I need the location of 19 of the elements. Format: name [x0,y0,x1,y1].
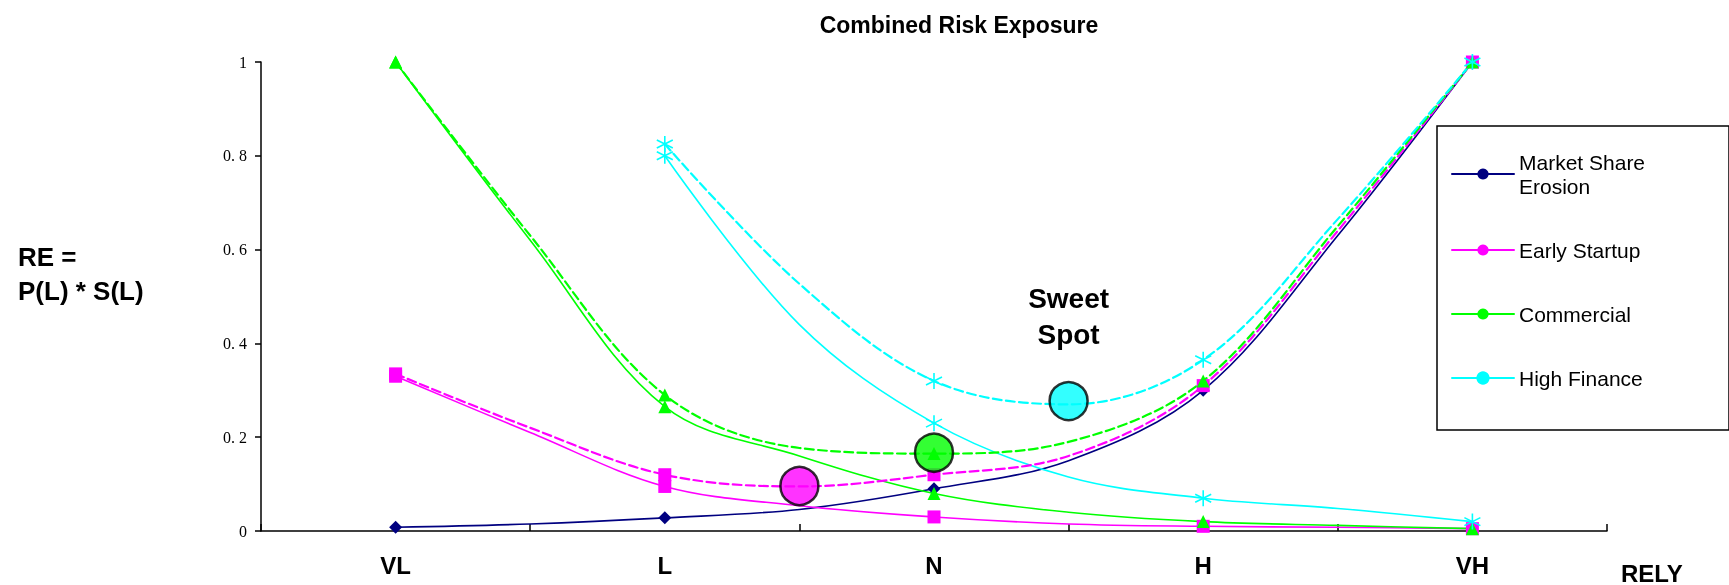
legend-label: Early Startup [1519,238,1641,262]
y-tick-label: 0 [239,522,247,540]
legend-label: Commercial [1519,302,1632,326]
x-tick-label: VH [1455,551,1490,579]
x-tick-label: VL [380,551,411,579]
x-tick-label: L [657,551,673,579]
chart-title: Combined Risk Exposure [819,11,1099,38]
y-tick-label: 0. 8 [223,147,247,165]
x-axis-title: RELY [1621,559,1683,585]
y-axis-title: RE = P(L) * S(L) [18,242,144,306]
annotation: Sweet Spot [1028,282,1110,350]
y-tick-label: 1 [239,53,247,71]
y-tick-label: 0. 6 [223,241,247,259]
y-tick-label: 0. 4 [223,334,247,352]
legend-label: Market Share Erosion [1519,150,1651,198]
y-tick-label: 0. 2 [223,428,247,446]
x-tick-label: H [1194,551,1212,579]
x-tick-label: N [925,551,943,579]
legend-label: High Finance [1519,366,1643,390]
